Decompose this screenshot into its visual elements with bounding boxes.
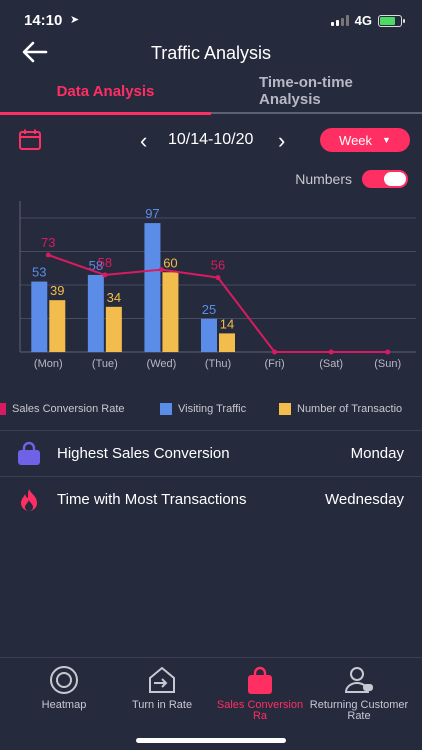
x-tick-label: (Mon) [34,358,63,370]
info-row-highest-conversion: Highest Sales Conversion Monday [0,431,422,475]
shopping-bag-icon [248,666,272,694]
home-indicator [136,738,286,743]
data-label: 58 [89,258,103,273]
bottom-tab-label: Sales Conversion Ra [216,699,304,722]
divider [0,430,422,431]
traffic-chart: 53 58 97 25 39 34 60 14 73 58 56 (Mon) (Tue) (Wed) (Th… [19,201,416,370]
page-title: Traffic Analysis [150,43,272,63]
x-tick-label: (Tue) [92,358,118,370]
bag-icon [18,441,40,465]
conversion-point [328,349,334,355]
data-label: 25 [202,302,216,317]
data-label: 34 [107,290,121,305]
info-row-most-transactions: Time with Most Transactions Wednesday [0,477,422,521]
divider [0,476,422,477]
data-label: 56 [211,258,225,273]
legend-swatch [0,403,6,415]
data-label: 14 [220,316,234,331]
period-dropdown[interactable]: Week ▼ [320,128,410,152]
conversion-point [215,275,221,281]
x-tick-label: (Sun) [374,358,401,370]
x-tick-label: (Sat) [319,358,343,370]
chevron-down-icon: ▼ [382,135,391,145]
conversion-point [158,267,164,273]
tab-label: Time-on-time Analysis [259,74,353,108]
numbers-label: Numbers [295,171,352,187]
legend-item-conversion: Sales Conversion Rate [0,403,125,415]
returning-customer-icon [344,667,373,693]
data-label: 53 [32,265,46,280]
calendar-icon[interactable] [18,128,42,152]
status-time: 14:10 [24,12,63,29]
x-tick-label: (Fri) [264,358,284,370]
tab-label: Data Analysis [56,83,155,100]
info-label: Highest Sales Conversion [57,445,230,462]
bar-traffic [31,281,48,352]
tab-bar: Data Analysis Time-on-time Analysis [0,72,422,116]
conversion-point [385,349,391,355]
bottom-tab-bar: Heatmap Turn in Rate Sales Conversion Ra… [0,657,422,750]
info-value: Wednesday [325,491,404,508]
tab-divider [0,112,422,114]
legend-swatch [160,403,172,415]
status-bar: 14:10 ➤ 4G [0,0,422,40]
data-label: 60 [163,255,177,270]
tab-data-analysis[interactable]: Data Analysis [0,72,211,114]
data-label: 73 [41,235,55,250]
battery-icon [378,14,405,27]
location-arrow-icon: ➤ [70,14,80,26]
bar-transactions [49,300,66,352]
back-arrow-icon[interactable] [20,38,50,66]
bar-traffic [201,318,217,352]
legend-item-transactions: Number of Transactio [279,403,402,415]
previous-week-button[interactable]: ‹ [140,128,148,153]
x-tick-label: (Wed) [147,358,177,370]
bar-traffic [144,223,161,352]
x-tick-label: (Thu) [205,358,231,370]
legend-label: Sales Conversion Rate [12,403,125,415]
chart-legend: Sales Conversion Rate Visiting Traffic N… [0,403,422,417]
conversion-point [102,272,108,278]
bottom-tab-sales-conversion[interactable]: Sales Conversion Ra [210,664,310,722]
legend-label: Visiting Traffic [178,403,247,415]
conversion-point [272,349,278,355]
bottom-tab-turn-in-rate[interactable]: Turn in Rate [112,664,212,711]
network-type: 4G [354,13,372,28]
active-tab-indicator [0,112,211,115]
legend-swatch [279,403,291,415]
data-label: 39 [50,283,64,298]
legend-item-traffic: Visiting Traffic [160,403,246,415]
bottom-tab-label: Turn in Rate [131,699,193,711]
data-label: 58 [98,255,112,270]
data-label: 97 [145,206,159,221]
bottom-tab-label: Returning Customer Rate [309,699,409,722]
status-right: 4G [330,13,405,28]
nav-bar: Traffic Analysis [0,38,422,68]
numbers-toggle-row: Numbers [295,170,408,188]
next-week-button[interactable]: › [278,128,286,153]
bottom-tab-label: Heatmap [41,699,87,711]
legend-label: Number of Transactio [297,403,403,415]
turn-in-icon [149,666,175,693]
period-label: Week [339,132,373,148]
date-range: 10/14-10/20 [168,131,254,148]
toggle-knob [384,172,406,186]
flame-icon [21,489,37,511]
bar-transactions [219,333,235,352]
conversion-point [45,252,51,258]
bottom-tab-heatmap[interactable]: Heatmap [14,664,114,711]
info-label: Time with Most Transactions [57,491,247,508]
bar-transactions [162,272,179,352]
tab-time-on-time-analysis[interactable]: Time-on-time Analysis [211,72,422,114]
bottom-tab-returning-customer[interactable]: Returning Customer Rate [309,664,409,722]
heatmap-icon [50,666,78,694]
bar-traffic [87,274,104,352]
signal-icon [330,15,349,26]
date-toolbar: ‹ 10/14-10/20 › Week ▼ [0,126,422,156]
numbers-toggle[interactable] [362,170,408,188]
info-value: Monday [350,445,404,462]
bar-transactions [105,306,122,352]
